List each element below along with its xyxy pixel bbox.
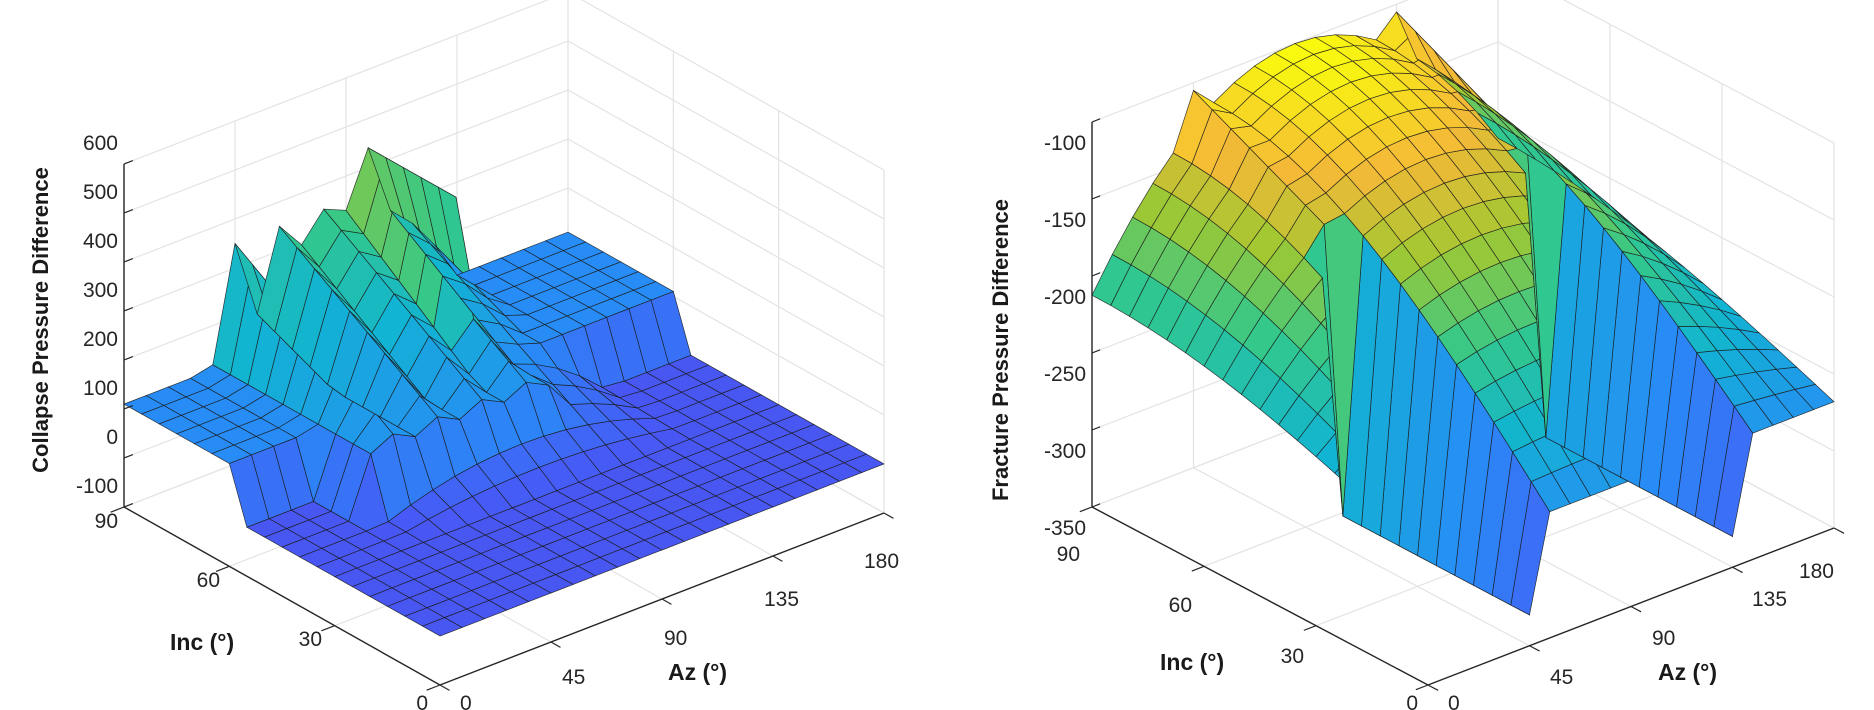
inc-axis-line: [1091, 506, 1429, 686]
z-tick-mark-5: [1091, 118, 1101, 123]
grid-line-z-7: [123, 0, 885, 171]
fracture-ytick-90: 90: [1057, 543, 1080, 566]
collapse-ytick-0: 0: [416, 692, 428, 710]
az-tick-mark-0: [1427, 684, 1439, 691]
az-tick-mark-2: [661, 598, 672, 605]
z-tick-mark-3: [123, 356, 134, 361]
collapse-ytick-30: 30: [299, 628, 322, 651]
collapse-pressure-plot: 600 500 400 300 200 100 0 -100 90 60 30 …: [28, 0, 899, 710]
z-tick-mark-5: [123, 258, 134, 263]
z-tick-mark-0: [123, 503, 134, 508]
z-tick-mark-2: [1091, 349, 1101, 354]
surface-patch-359: [1477, 112, 1517, 149]
inc-tick-mark-0: [1415, 684, 1429, 691]
z-tick-mark-4: [123, 307, 134, 312]
z-tick-mark-0: [1091, 503, 1101, 508]
collapse-ztick-600: 600: [83, 132, 118, 155]
az-tick-mark-0: [439, 684, 450, 691]
z-tick-mark-7: [123, 160, 134, 165]
collapse-ytick-60: 60: [197, 569, 220, 592]
grid-line-z-6: [123, 40, 885, 220]
collapse-ytick-90: 90: [95, 510, 118, 533]
fracture-ztick-minus300: -300: [1044, 440, 1086, 463]
collapse-ztick-300: 300: [83, 279, 118, 302]
inc-tick-mark-3: [1079, 506, 1093, 513]
collapse-ztick-minus100: -100: [76, 475, 118, 498]
fracture-xtick-180: 180: [1799, 560, 1834, 583]
fracture-ytick-0: 0: [1406, 692, 1418, 710]
inc-tick-mark-1: [1303, 625, 1317, 631]
collapse-ztick-500: 500: [83, 181, 118, 204]
collapse-axes: [110, 160, 894, 691]
inc-tick-mark-2: [215, 565, 230, 573]
collapse-zlabel: Collapse Pressure Difference: [28, 167, 53, 473]
fracture-ytick-30: 30: [1281, 645, 1304, 668]
collapse-xtick-135: 135: [764, 588, 799, 611]
fracture-xtick-0: 0: [1448, 692, 1460, 710]
az-tick-mark-1: [550, 641, 561, 648]
fracture-ztick-minus200: -200: [1044, 286, 1086, 309]
z-tick-mark-6: [123, 209, 134, 214]
fracture-ztick-minus250: -250: [1044, 363, 1086, 386]
z-tick-mark-2: [123, 405, 134, 410]
z-tick-mark-1: [1091, 426, 1101, 431]
fracture-xtick-135: 135: [1752, 588, 1787, 611]
inc-tick-mark-2: [1191, 565, 1205, 572]
fracture-zlabel: Fracture Pressure Difference: [988, 199, 1013, 501]
inc-axis-line: [123, 506, 441, 686]
collapse-ztick-0: 0: [106, 426, 118, 449]
fracture-xlabel: Az (°): [1658, 659, 1717, 685]
az-tick-mark-3: [1732, 566, 1743, 574]
z-tick-mark-3: [1091, 272, 1101, 277]
fracture-ztick-minus150: -150: [1044, 209, 1086, 232]
collapse-ztick-100: 100: [83, 377, 118, 400]
surface-patch-359: [544, 231, 587, 251]
collapse-xtick-45: 45: [562, 666, 585, 689]
fracture-pressure-plot: -100 -150 -200 -250 -300 -350 90 60 30 0…: [988, 0, 1845, 710]
fracture-axes: [1079, 118, 1845, 691]
fracture-ytick-60: 60: [1169, 594, 1192, 617]
az-tick-mark-4: [883, 512, 894, 519]
fracture-xtick-45: 45: [1550, 666, 1573, 689]
fracture-ztick-minus350: -350: [1044, 517, 1086, 540]
grid-line-z-5: [123, 89, 885, 269]
fracture-surface: [1091, 11, 1835, 616]
az-tick-mark-3: [772, 555, 783, 562]
z-tick-mark-4: [1091, 195, 1101, 200]
collapse-ztick-400: 400: [83, 230, 118, 253]
collapse-xtick-180: 180: [864, 550, 899, 573]
collapse-ylabel: Inc (°): [170, 629, 234, 655]
inc-tick-mark-3: [110, 506, 125, 513]
az-tick-mark-4: [1833, 527, 1845, 534]
collapse-xtick-0: 0: [460, 692, 472, 710]
z-tick-mark-1: [123, 454, 134, 459]
inc-tick-mark-0: [426, 684, 441, 691]
collapse-xlabel: Az (°): [668, 659, 727, 685]
collapse-xtick-90: 90: [664, 627, 687, 650]
collapse-surface: [123, 147, 885, 637]
fracture-ztick-minus100: -100: [1044, 132, 1086, 155]
collapse-ztick-200: 200: [83, 328, 118, 351]
az-tick-mark-1: [1529, 645, 1540, 652]
inc-tick-mark-1: [321, 625, 335, 632]
fracture-xtick-90: 90: [1652, 627, 1675, 650]
fracture-ylabel: Inc (°): [1160, 649, 1224, 675]
az-tick-mark-2: [1630, 605, 1642, 613]
